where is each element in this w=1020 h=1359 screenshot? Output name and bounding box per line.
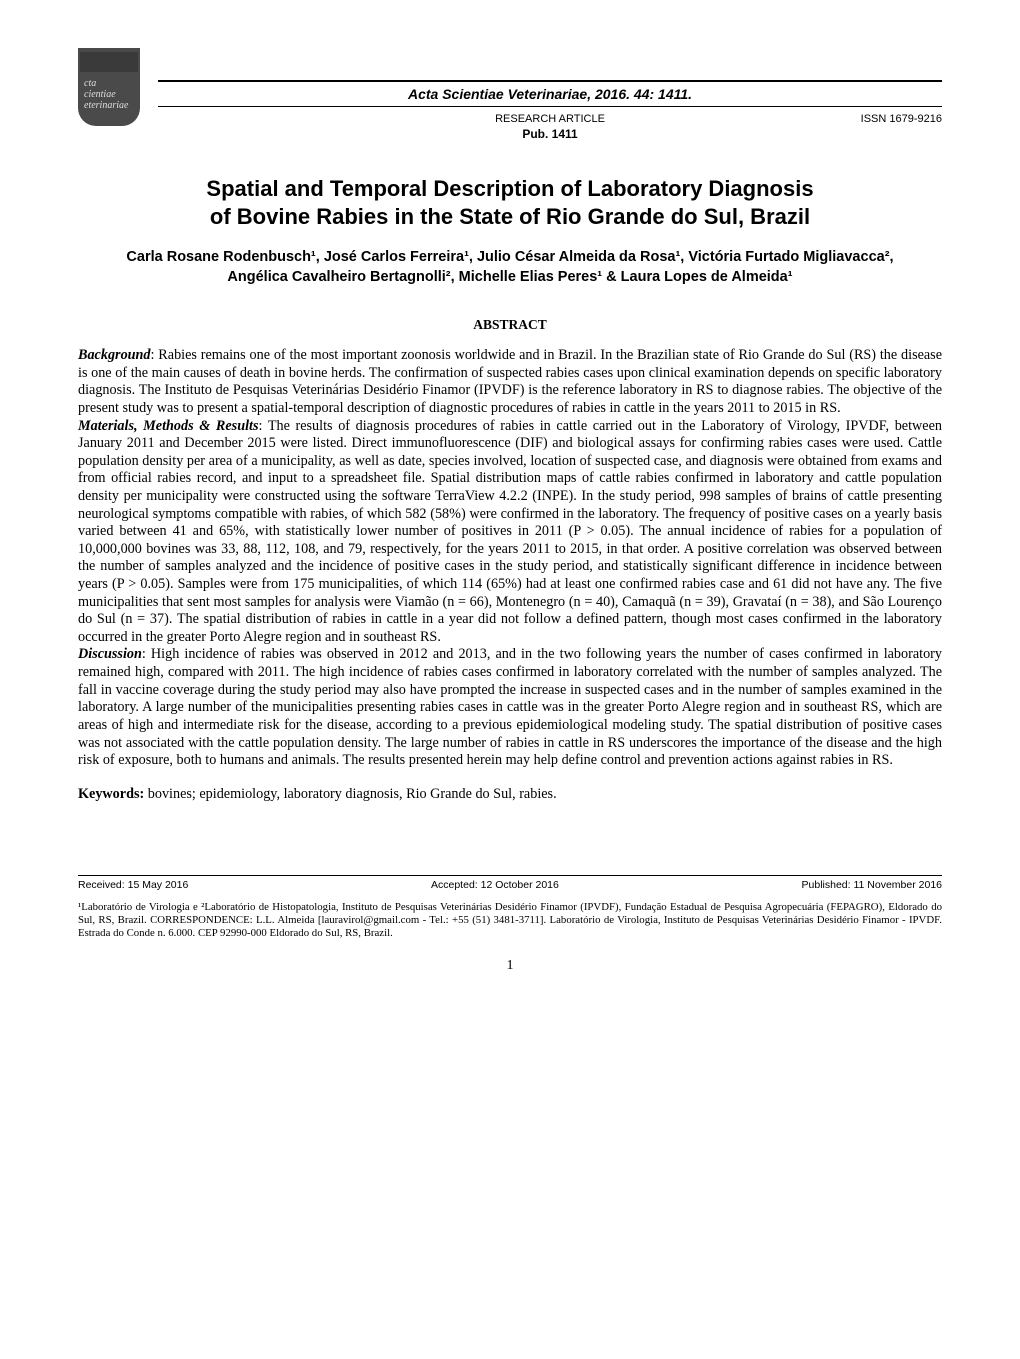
logo-line-3: eterinariae bbox=[84, 100, 128, 111]
abstract-discussion: Discussion: High incidence of rabies was… bbox=[78, 646, 942, 769]
dates-row: Received: 15 May 2016 Accepted: 12 Octob… bbox=[78, 879, 942, 891]
keywords-text: bovines; epidemiology, laboratory diagno… bbox=[144, 786, 556, 802]
title-line-1: Spatial and Temporal Description of Labo… bbox=[206, 176, 813, 201]
journal-logo: cta cientiae eterinariae bbox=[78, 48, 140, 126]
header-rule-bottom bbox=[158, 106, 942, 107]
issn: ISSN 1679-9216 bbox=[822, 113, 942, 125]
discussion-text: : High incidence of rabies was observed … bbox=[78, 646, 942, 768]
article-type-center: RESEARCH ARTICLE Pub. 1411 bbox=[278, 113, 822, 141]
background-text: : Rabies remains one of the most importa… bbox=[78, 347, 942, 416]
journal-citation: Acta Scientiae Veterinariae, 2016. 44: 1… bbox=[158, 86, 942, 102]
authors-line-1: Carla Rosane Rodenbusch¹, José Carlos Fe… bbox=[126, 249, 893, 265]
authors-line-2: Angélica Cavalheiro Bertagnolli², Michel… bbox=[227, 269, 792, 285]
pub-number: Pub. 1411 bbox=[278, 127, 822, 141]
article-type: RESEARCH ARTICLE bbox=[278, 113, 822, 125]
journal-header-block: Acta Scientiae Veterinariae, 2016. 44: 1… bbox=[158, 48, 942, 141]
journal-citation-text: Acta Scientiae Veterinariae, 2016. 44: 1… bbox=[408, 86, 692, 102]
affiliations: ¹Laboratório de Virologia e ²Laboratório… bbox=[78, 901, 942, 941]
article-title: Spatial and Temporal Description of Labo… bbox=[78, 175, 942, 230]
keywords-label: Keywords: bbox=[78, 786, 144, 802]
article-type-row: RESEARCH ARTICLE Pub. 1411 ISSN 1679-921… bbox=[158, 113, 942, 141]
header-rule-top bbox=[158, 80, 942, 82]
logo-line-1: cta bbox=[84, 78, 96, 89]
received-date: Received: 15 May 2016 bbox=[78, 879, 188, 891]
header-row: cta cientiae eterinariae Acta Scientiae … bbox=[78, 48, 942, 141]
discussion-label: Discussion bbox=[78, 646, 142, 662]
footer-rule bbox=[78, 875, 942, 876]
page-number: 1 bbox=[78, 958, 942, 974]
methods-label: Materials, Methods & Results bbox=[78, 418, 259, 434]
methods-text: : The results of diagnosis procedures of… bbox=[78, 418, 942, 645]
accepted-date: Accepted: 12 October 2016 bbox=[431, 879, 559, 891]
logo-line-2: cientiae bbox=[84, 89, 116, 100]
background-label: Background bbox=[78, 347, 151, 363]
authors: Carla Rosane Rodenbusch¹, José Carlos Fe… bbox=[78, 248, 942, 287]
abstract-methods: Materials, Methods & Results: The result… bbox=[78, 418, 942, 647]
abstract-background: Background: Rabies remains one of the mo… bbox=[78, 347, 942, 417]
title-line-2: of Bovine Rabies in the State of Rio Gra… bbox=[210, 204, 810, 229]
keywords: Keywords: bovines; epidemiology, laborat… bbox=[78, 786, 942, 803]
logo-text: cta cientiae eterinariae bbox=[84, 78, 128, 111]
published-date: Published: 11 November 2016 bbox=[802, 879, 942, 891]
abstract-heading: ABSTRACT bbox=[78, 317, 942, 333]
abstract-body: Background: Rabies remains one of the mo… bbox=[78, 347, 942, 770]
